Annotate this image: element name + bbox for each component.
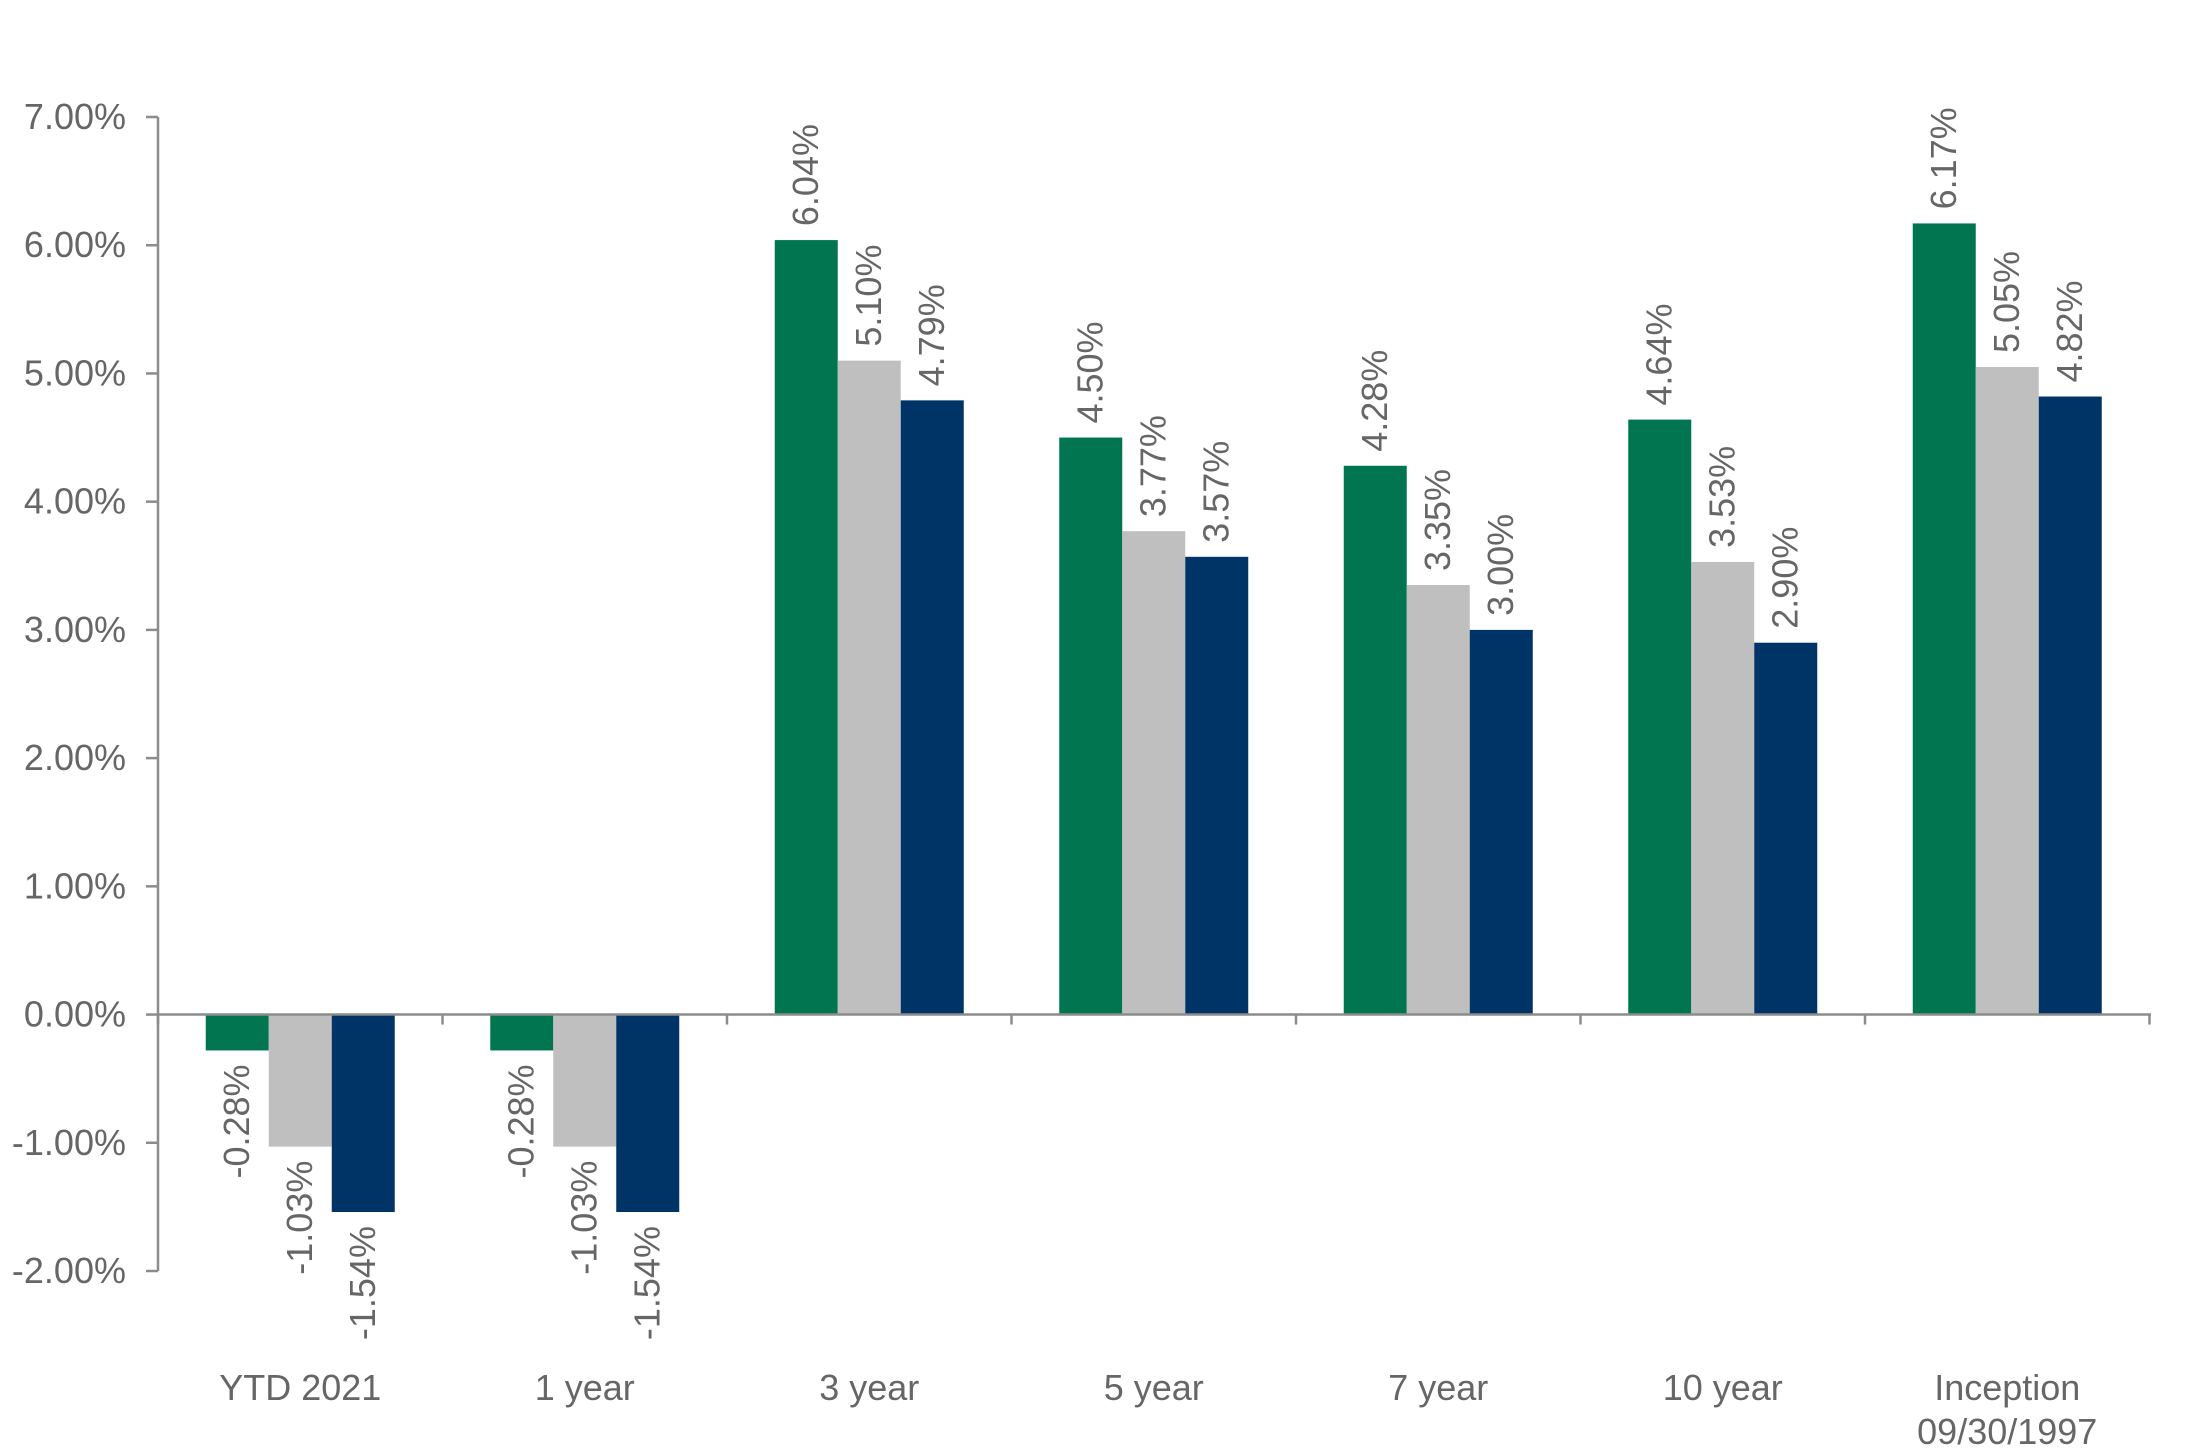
bar-series-1	[1059, 437, 1123, 1015]
category-labels: YTD 2021 1 year 3 year 5 year 7 year 10 year I…	[219, 1367, 2097, 1452]
y-tick-label: 5.00%	[24, 352, 126, 393]
bar-data-label: 4.50%	[1070, 321, 1111, 423]
x-category-label: 10 year	[1663, 1367, 1783, 1408]
bar-data-label: 4.79%	[911, 284, 952, 386]
bar-data-label: 2.90%	[1765, 527, 1806, 629]
bar-series-3	[616, 1014, 680, 1213]
x-category-label: 3 year	[819, 1367, 919, 1408]
bars	[205, 223, 2102, 1213]
bar-data-label: -1.03%	[279, 1161, 320, 1275]
data-labels: -0.28% -1.03% -1.54% -0.28% -1.03% -1.54% 6.04…	[216, 107, 2090, 1340]
bar-data-label: -1.54%	[627, 1226, 668, 1340]
x-category-label: Inception	[1934, 1367, 2080, 1408]
x-category-label: 7 year	[1388, 1367, 1488, 1408]
bar-data-label: -0.28%	[216, 1064, 257, 1178]
bar-data-label: 3.53%	[1702, 446, 1743, 548]
bar-data-label: 3.57%	[1196, 441, 1237, 543]
bar-data-label: 6.04%	[785, 124, 826, 226]
bar-series-1	[1343, 465, 1407, 1015]
bar-series-2	[268, 1014, 332, 1147]
bar-series-3	[900, 400, 964, 1015]
bar-series-1	[1912, 223, 1976, 1015]
y-tick-label: -1.00%	[12, 1122, 126, 1163]
bar-data-label: 4.28%	[1354, 350, 1395, 452]
bar-series-3	[1754, 642, 1818, 1015]
x-axis	[156, 1013, 2151, 1025]
bar-data-label: -0.28%	[501, 1064, 542, 1178]
bar-data-label: 4.82%	[2049, 280, 2090, 382]
bar-series-1	[205, 1014, 269, 1051]
bar-data-label: 3.35%	[1417, 469, 1458, 571]
y-tick-label: 7.00%	[24, 96, 126, 137]
x-category-label: YTD 2021	[219, 1367, 381, 1408]
bar-series-2	[837, 360, 901, 1015]
bar-series-3	[1185, 556, 1249, 1015]
y-tick-label: 6.00%	[24, 224, 126, 265]
bar-data-label: 3.00%	[1480, 514, 1521, 616]
bar-data-label: -1.54%	[342, 1226, 383, 1340]
x-category-label: 5 year	[1104, 1367, 1204, 1408]
y-tick-label: 0.00%	[24, 994, 126, 1035]
bar-series-2	[1691, 561, 1755, 1015]
bar-series-1	[774, 240, 838, 1015]
bar-series-3	[2038, 396, 2102, 1015]
bar-data-label: 4.64%	[1639, 304, 1680, 406]
bar-data-label: 6.17%	[1923, 107, 1964, 209]
bar-data-label: 5.05%	[1986, 251, 2027, 353]
y-tick-label: -2.00%	[12, 1250, 126, 1291]
bar-series-2	[1975, 367, 2039, 1015]
bar-series-2	[1122, 531, 1186, 1015]
y-tick-label: 2.00%	[24, 737, 126, 778]
bar-series-1	[490, 1014, 554, 1051]
bar-series-1	[1628, 419, 1692, 1015]
y-tick-label: 3.00%	[24, 609, 126, 650]
y-tick-label: 4.00%	[24, 481, 126, 522]
y-axis: 7.00% 6.00% 5.00% 4.00% 3.00% 2.00% 1.00% 0.00%…	[12, 96, 160, 1291]
x-category-label: 1 year	[535, 1367, 635, 1408]
bar-data-label: -1.03%	[564, 1161, 605, 1275]
x-category-label: 09/30/1997	[1917, 1411, 2097, 1452]
y-tick-label: 1.00%	[24, 865, 126, 906]
bar-series-2	[553, 1014, 617, 1147]
bar-series-3	[1469, 629, 1533, 1015]
bar-data-label: 5.10%	[848, 245, 889, 347]
bar-series-3	[331, 1014, 395, 1213]
bar-series-2	[1406, 585, 1470, 1015]
bar-data-label: 3.77%	[1133, 415, 1174, 517]
